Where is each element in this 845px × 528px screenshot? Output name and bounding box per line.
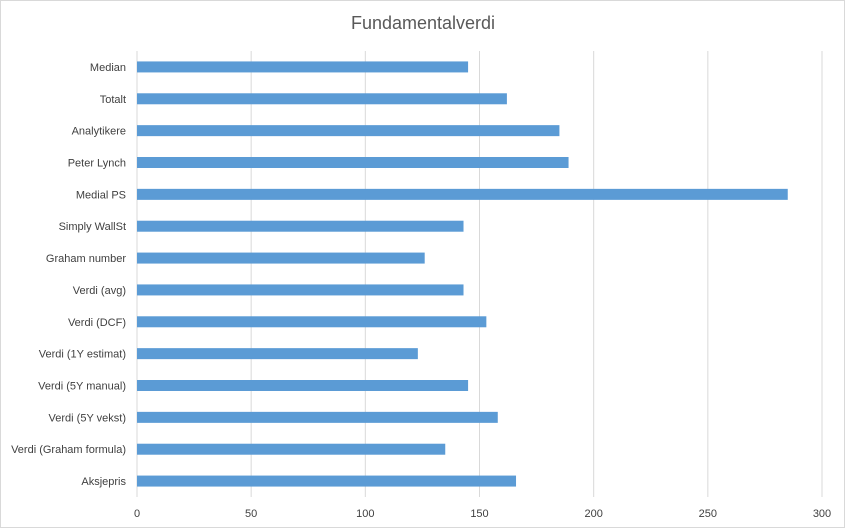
bar xyxy=(137,443,446,455)
bar xyxy=(137,411,498,423)
category-label: Verdi (Graham formula) xyxy=(11,444,126,456)
x-tick-label: 200 xyxy=(584,508,602,520)
bar xyxy=(137,380,469,391)
x-tick-label: 250 xyxy=(699,508,717,520)
category-label: Simply WallSt xyxy=(59,221,126,233)
bar xyxy=(137,475,517,487)
category-label: Verdi (DCF) xyxy=(68,317,126,329)
category-label: Verdi (5Y vekst) xyxy=(49,412,126,424)
gridlines xyxy=(136,51,823,497)
chart-title: Fundamentalverdi xyxy=(351,13,495,33)
bar xyxy=(137,220,464,232)
category-label: Verdi (1Y estimat) xyxy=(39,349,126,361)
category-label: Graham number xyxy=(46,253,126,265)
x-tick-label: 300 xyxy=(813,508,831,520)
x-axis-tick-labels: 0 50 100 150 200 250 300 xyxy=(134,508,831,520)
category-label: Medial PS xyxy=(76,189,126,201)
bar xyxy=(137,188,788,200)
category-label: Totalt xyxy=(100,94,126,106)
category-labels: Median Totalt Analytikere Peter Lynch Medial… xyxy=(11,62,126,488)
bar xyxy=(137,252,425,264)
category-label: Aksjepris xyxy=(81,476,126,488)
bars xyxy=(137,61,788,487)
category-label: Verdi (avg) xyxy=(73,285,126,297)
category-label: Median xyxy=(90,62,126,74)
category-label: Peter Lynch xyxy=(68,158,126,170)
x-tick-label: 0 xyxy=(134,508,140,520)
bar xyxy=(137,93,507,105)
category-label: Verdi (5Y manual) xyxy=(38,381,126,393)
x-tick-label: 150 xyxy=(470,508,488,520)
x-tick-label: 100 xyxy=(356,508,374,520)
x-tick-label: 50 xyxy=(245,508,257,520)
bar xyxy=(137,316,487,328)
bar xyxy=(137,284,464,296)
bar xyxy=(137,61,469,73)
bar xyxy=(137,157,569,168)
bar xyxy=(137,125,560,137)
category-label: Analytikere xyxy=(72,126,126,138)
bar xyxy=(137,348,418,360)
